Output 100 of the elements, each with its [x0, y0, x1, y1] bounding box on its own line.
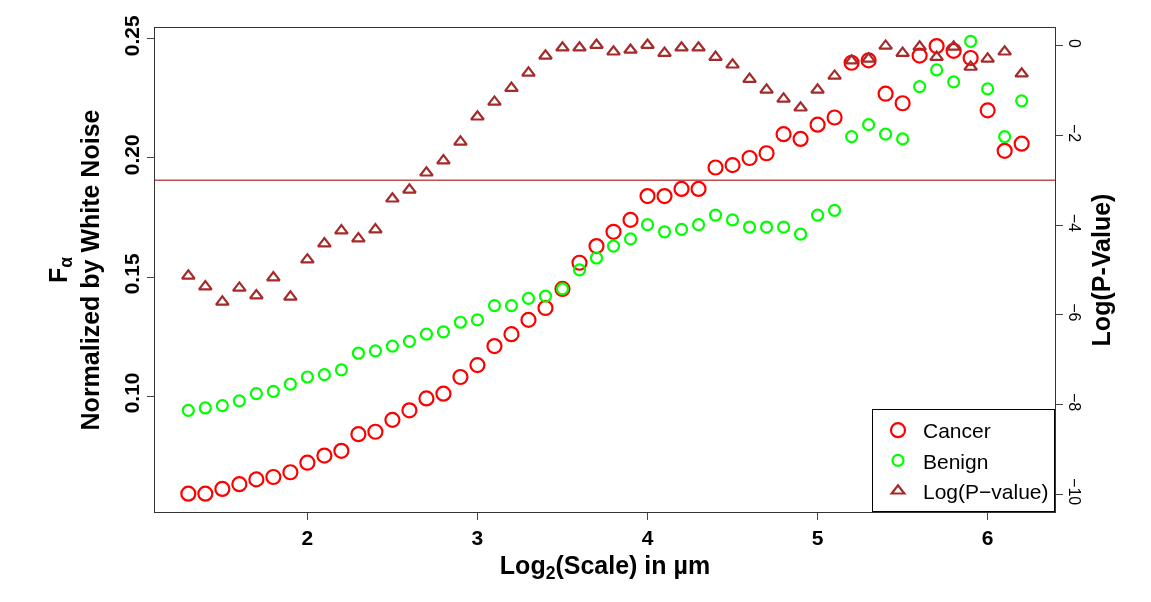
- point: [436, 325, 451, 339]
- point: [639, 187, 656, 205]
- point: [384, 411, 401, 428]
- point: [657, 225, 672, 239]
- x-tick-label: 5: [811, 526, 824, 550]
- point: [657, 46, 672, 57]
- y2-axis-title: Log(P-Value): [1087, 193, 1116, 347]
- point: [486, 337, 503, 355]
- point: [690, 180, 707, 198]
- point: [606, 45, 621, 56]
- point: [248, 471, 265, 488]
- x-tick-label: 6: [981, 526, 994, 550]
- point: [333, 442, 350, 459]
- point: [674, 41, 689, 52]
- point: [317, 368, 331, 382]
- y2-tick-label: −10: [1066, 478, 1084, 506]
- point: [623, 43, 638, 54]
- point: [181, 403, 195, 417]
- y-tick-label: 0.25: [119, 15, 143, 57]
- point: [673, 180, 690, 198]
- point: [843, 54, 860, 71]
- point: [555, 41, 570, 52]
- point: [521, 291, 536, 306]
- point: [266, 384, 280, 398]
- point: [691, 218, 706, 232]
- point: [928, 37, 945, 55]
- point: [862, 118, 876, 132]
- point: [792, 130, 809, 148]
- legend-label: Cancer: [923, 419, 991, 443]
- point: [214, 480, 231, 497]
- point: [180, 485, 197, 502]
- point: [316, 447, 333, 464]
- point: [487, 95, 502, 106]
- point: [826, 109, 843, 126]
- point: [197, 279, 213, 291]
- y-tick-label: 0.15: [119, 253, 143, 295]
- point: [503, 326, 520, 343]
- point: [998, 129, 1012, 144]
- point: [742, 220, 757, 234]
- point: [402, 334, 417, 348]
- point: [896, 132, 910, 146]
- point: [640, 38, 655, 49]
- point: [469, 357, 486, 374]
- x-tick-label: 4: [641, 526, 654, 550]
- point: [588, 237, 605, 255]
- point: [520, 311, 537, 328]
- point: [640, 218, 655, 232]
- point: [964, 34, 978, 48]
- point: [758, 145, 775, 162]
- x-tick-label: 3: [471, 526, 484, 550]
- point: [453, 315, 468, 329]
- point: [725, 213, 740, 227]
- point: [572, 263, 587, 277]
- y2-tick-label: −2: [1066, 124, 1084, 143]
- point: [452, 368, 469, 386]
- point: [1015, 94, 1029, 108]
- point: [215, 398, 229, 413]
- point: [656, 187, 673, 205]
- point: [350, 426, 367, 443]
- point: [248, 288, 264, 300]
- point: [282, 464, 299, 481]
- point: [691, 41, 706, 52]
- point: [879, 127, 893, 141]
- point: [197, 485, 214, 502]
- point: [775, 126, 792, 143]
- point: [368, 344, 383, 358]
- point: [419, 327, 434, 341]
- point: [810, 208, 825, 222]
- point: [470, 313, 485, 327]
- point: [894, 95, 911, 112]
- point: [589, 251, 604, 265]
- point: [913, 79, 927, 94]
- point: [571, 254, 588, 271]
- point: [996, 142, 1013, 159]
- point: [538, 49, 553, 60]
- point: [231, 476, 248, 493]
- point: [623, 232, 638, 246]
- point: [418, 390, 435, 407]
- point: [249, 387, 263, 401]
- point: [537, 299, 554, 317]
- point: [947, 75, 961, 89]
- point: [930, 63, 944, 77]
- point: [860, 52, 877, 69]
- y2-tick-label: −8: [1066, 392, 1084, 412]
- point: [316, 236, 332, 248]
- point: [708, 208, 723, 222]
- point: [334, 363, 348, 377]
- point: [979, 102, 996, 119]
- point: [708, 50, 723, 61]
- point: [827, 203, 842, 217]
- y2-tick-label: 0: [1066, 39, 1084, 49]
- point: [333, 223, 349, 235]
- point: [945, 42, 962, 59]
- point: [606, 239, 621, 253]
- y2-tick-label: −6: [1066, 303, 1084, 322]
- point: [538, 289, 553, 303]
- point: [487, 298, 502, 313]
- point: [367, 423, 384, 440]
- y-tick-label: 0.20: [119, 134, 143, 176]
- point: [521, 66, 536, 77]
